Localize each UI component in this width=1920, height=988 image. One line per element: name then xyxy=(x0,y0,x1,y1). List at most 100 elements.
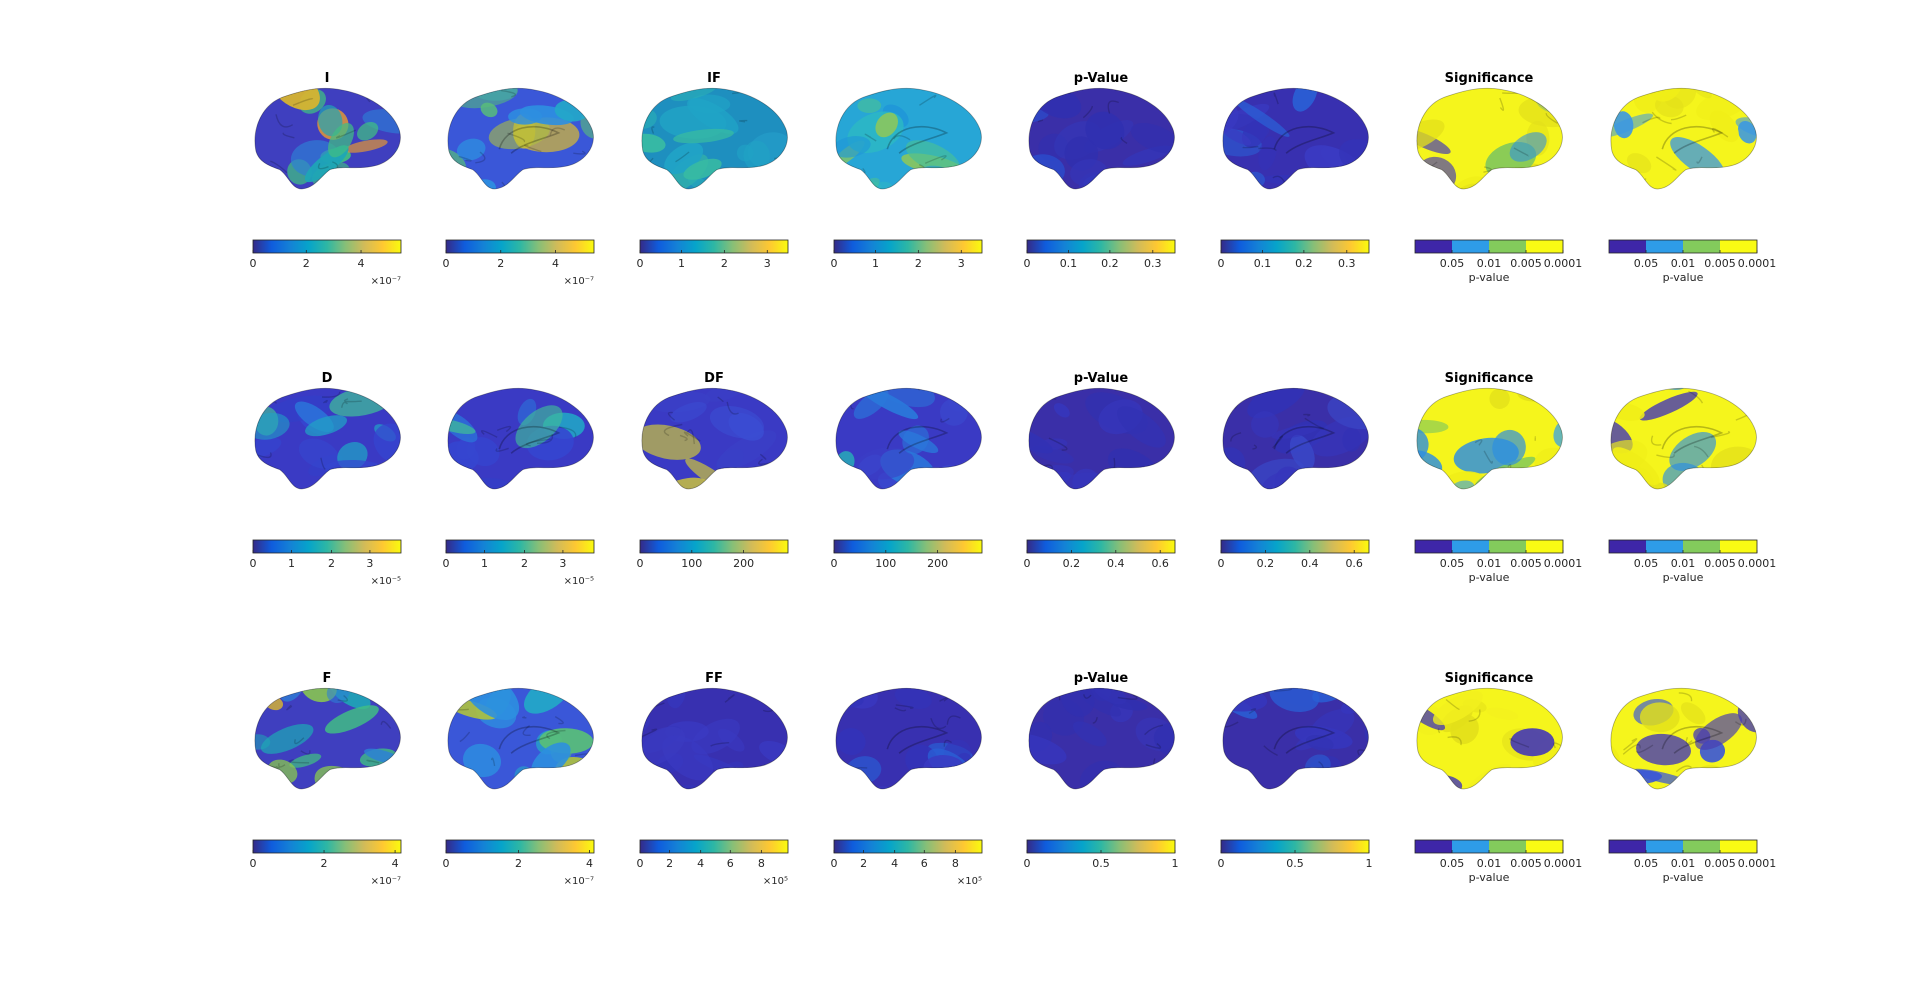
colorbar-tick-label: 0 xyxy=(1024,857,1031,870)
colorbar-tick-label: 0.01 xyxy=(1671,557,1696,570)
colorbar-exponent: ×10⁵ xyxy=(957,876,982,887)
colorbar-tick-label: 0 xyxy=(1218,857,1225,870)
colorbar-tick-label: 0 xyxy=(443,557,450,570)
colorbar-gradient xyxy=(445,839,595,854)
colorbar-gradient xyxy=(1026,239,1176,254)
colorbar-tick-label: 2 xyxy=(328,557,335,570)
brain-surface-map xyxy=(447,387,594,490)
colorbar-tick-label: 0.2 xyxy=(1257,557,1275,570)
colorbar: 0 0.2 0.4 0.6 xyxy=(1024,539,1176,570)
colorbar-tick-label: 2 xyxy=(666,857,673,870)
colorbar-tick-label: 0.1 xyxy=(1060,257,1078,270)
colorbar-tick-label: 2 xyxy=(521,557,528,570)
colorbar-tick-label: 0 xyxy=(637,857,644,870)
colorbar-tick-label: 0 xyxy=(831,557,838,570)
colorbar-tick-label: 0.005 xyxy=(1704,257,1736,270)
colorbar-exponent: ×10⁻⁷ xyxy=(564,276,594,287)
colorbar-gradient xyxy=(833,539,983,554)
colorbar-tick-label: 0.0001 xyxy=(1544,857,1583,870)
colorbar-tick-label: 4 xyxy=(697,857,704,870)
colorbar-tick-label: 0.05 xyxy=(1440,557,1465,570)
colorbar-tick-label: 0.0001 xyxy=(1738,257,1777,270)
brain-surface-map xyxy=(254,687,401,790)
colorbar-tick-label: 0 xyxy=(637,257,644,270)
colorbar-bin xyxy=(1489,840,1526,853)
colorbar-bin xyxy=(1415,840,1452,853)
colorbar: 0 2 4 6 8 ×10⁵ xyxy=(831,839,983,887)
colorbar: 0 0.1 0.2 0.3 xyxy=(1218,239,1370,270)
colorbar-tick-label: 1 xyxy=(872,257,879,270)
colorbar: 0 1 2 3 ×10⁻⁵ xyxy=(443,539,595,587)
colorbar-tick-label: 0.2 xyxy=(1063,557,1081,570)
colorbar-tick-label: 0 xyxy=(1024,257,1031,270)
colorbar-label: p-value xyxy=(1663,871,1704,884)
panel-title: Significance xyxy=(1445,71,1534,86)
colorbar: 0.05 0.01 0.005 0.0001 p-value xyxy=(1414,839,1583,884)
colorbar: 0 1 2 3 xyxy=(831,239,983,270)
colorbar-tick-label: 200 xyxy=(733,557,754,570)
colorbar-tick-label: 0.01 xyxy=(1477,557,1502,570)
colorbar-tick-label: 2 xyxy=(321,857,328,870)
colorbar-tick-label: 0.5 xyxy=(1286,857,1304,870)
brain-surface-map xyxy=(1028,387,1175,490)
colorbar-bin xyxy=(1489,240,1526,253)
brain-surface-map xyxy=(254,387,401,490)
brain-surface-map xyxy=(835,87,982,190)
colorbar-tick-label: 0.6 xyxy=(1151,557,1169,570)
colorbar-tick-label: 0.005 xyxy=(1704,857,1736,870)
colorbar: 0 2 4 ×10⁻⁷ xyxy=(250,839,402,887)
colorbar-label: p-value xyxy=(1469,271,1510,284)
colorbar-bin xyxy=(1646,840,1683,853)
colorbar-gradient xyxy=(833,239,983,254)
brain-surface-map xyxy=(1222,387,1369,490)
colorbar-label: p-value xyxy=(1663,571,1704,584)
colorbar-tick-label: 0.2 xyxy=(1101,257,1119,270)
colorbar-bin xyxy=(1609,840,1646,853)
brain-surface-map xyxy=(1222,687,1369,790)
colorbar-tick-label: 6 xyxy=(921,857,928,870)
brain-surface-map xyxy=(1222,87,1369,190)
colorbar-bin xyxy=(1720,240,1757,253)
colorbar-gradient xyxy=(639,539,789,554)
brain-surface-map xyxy=(835,687,982,790)
panel-title: p-Value xyxy=(1074,71,1129,86)
colorbar: 0 2 4 ×10⁻⁷ xyxy=(443,839,595,887)
colorbar-tick-label: 2 xyxy=(497,257,504,270)
colorbar-tick-label: 0 xyxy=(1024,557,1031,570)
colorbar: 0 2 4 ×10⁻⁷ xyxy=(250,239,402,287)
colorbar-tick-label: 1 xyxy=(1366,857,1373,870)
colorbar-tick-label: 0.01 xyxy=(1671,257,1696,270)
colorbar-bin xyxy=(1720,840,1757,853)
colorbar-tick-label: 0 xyxy=(250,857,257,870)
colorbar-tick-label: 0.01 xyxy=(1671,857,1696,870)
colorbar-tick-label: 100 xyxy=(875,557,896,570)
colorbar-tick-label: 4 xyxy=(552,257,559,270)
colorbar-tick-label: 8 xyxy=(758,857,765,870)
colorbar: 0 0.5 1 xyxy=(1218,839,1373,870)
colorbar-bin xyxy=(1489,540,1526,553)
colorbar-tick-label: 0 xyxy=(250,557,257,570)
colorbar-gradient xyxy=(445,239,595,254)
colorbar-bin xyxy=(1452,840,1489,853)
colorbar-gradient xyxy=(252,239,402,254)
colorbar-tick-label: 8 xyxy=(952,857,959,870)
colorbar: 0 1 2 3 ×10⁻⁵ xyxy=(250,539,402,587)
colorbar-tick-label: 0.3 xyxy=(1144,257,1162,270)
colorbar-tick-label: 1 xyxy=(1172,857,1179,870)
brain-surface-map xyxy=(1028,87,1175,190)
colorbar-tick-label: 2 xyxy=(721,257,728,270)
colorbar-tick-label: 2 xyxy=(303,257,310,270)
colorbar-exponent: ×10⁻⁷ xyxy=(371,876,401,887)
colorbar-gradient xyxy=(833,839,983,854)
colorbar-tick-label: 0.0001 xyxy=(1544,257,1583,270)
colorbar-gradient xyxy=(445,539,595,554)
colorbar: 0 2 4 6 8 ×10⁵ xyxy=(637,839,789,887)
colorbar-bin xyxy=(1609,540,1646,553)
colorbar-tick-label: 200 xyxy=(927,557,948,570)
panel-title: F xyxy=(323,671,332,686)
panel-title: DF xyxy=(704,371,724,386)
colorbar-tick-label: 3 xyxy=(366,557,373,570)
panel-title: p-Value xyxy=(1074,371,1129,386)
panel-title: Significance xyxy=(1445,671,1534,686)
